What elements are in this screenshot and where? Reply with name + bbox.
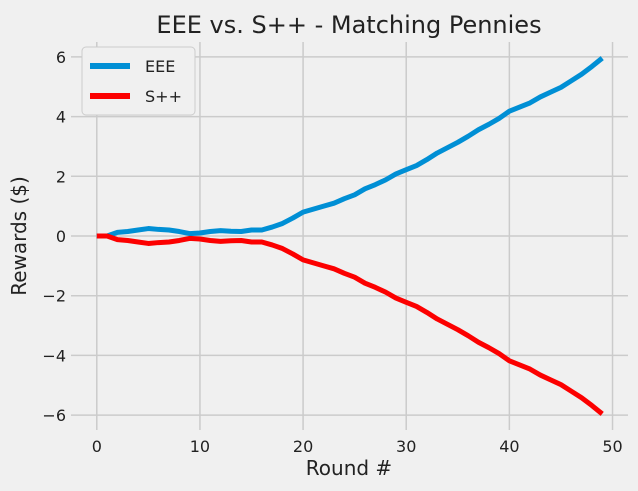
chart-title: EEE vs. S++ - Matching Pennies bbox=[156, 11, 541, 39]
y-tick-label: 6 bbox=[56, 48, 66, 67]
tick-labels: 0 10 20 30 40 50 −6 −4 −2 0 2 4 6 bbox=[42, 48, 622, 456]
x-tick-label: 20 bbox=[293, 437, 313, 456]
x-tick-label: 30 bbox=[396, 437, 416, 456]
x-tick-label: 0 bbox=[92, 437, 102, 456]
series-line-s-plus-plus bbox=[96, 233, 604, 416]
x-tick-label: 40 bbox=[499, 437, 519, 456]
y-tick-label: −6 bbox=[42, 406, 66, 425]
y-tick-label: −2 bbox=[42, 287, 66, 306]
x-tick-label: 10 bbox=[190, 437, 210, 456]
series-lines bbox=[96, 56, 604, 416]
x-axis-title: Round # bbox=[306, 456, 392, 480]
legend: EEE S++ bbox=[81, 46, 196, 116]
y-tick-label: 2 bbox=[56, 167, 66, 186]
legend-label-s-plus-plus: S++ bbox=[145, 87, 182, 106]
x-tick-label: 50 bbox=[602, 437, 622, 456]
gridlines bbox=[71, 42, 628, 430]
y-tick-label: 0 bbox=[56, 227, 66, 246]
y-tick-label: −4 bbox=[42, 346, 66, 365]
series-line-eee bbox=[96, 56, 604, 239]
legend-label-eee: EEE bbox=[145, 57, 175, 76]
y-tick-label: 4 bbox=[56, 108, 66, 127]
y-axis-title: Rewards ($) bbox=[7, 176, 31, 296]
